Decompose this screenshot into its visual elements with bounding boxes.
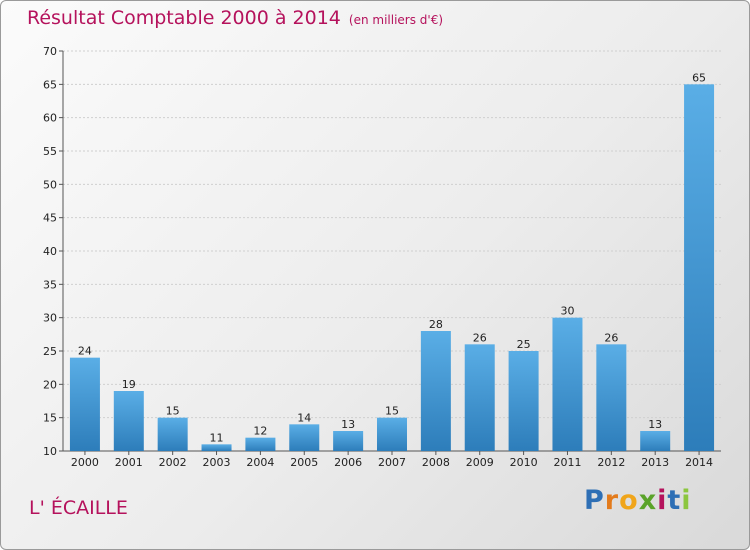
x-tick-label: 2001	[115, 456, 143, 469]
bar-value-label: 26	[473, 331, 487, 344]
x-tick-label: 2005	[290, 456, 318, 469]
x-tick-label: 2004	[246, 456, 274, 469]
y-tick-label: 60	[43, 112, 57, 125]
x-tick-label: 2010	[510, 456, 538, 469]
y-tick-label: 10	[43, 445, 57, 458]
bar-value-label: 15	[166, 405, 180, 418]
labels: 24 2000 19 2001 15 2002 11 2003 12 2004 14 2005 13 20…	[71, 71, 713, 469]
x-tick-label: 2006	[334, 456, 362, 469]
x-tick-label: 2011	[553, 456, 581, 469]
chart-title: Résultat Comptable 2000 à 2014 (en millie…	[27, 7, 443, 29]
bar	[420, 331, 451, 451]
bar-value-label: 25	[517, 338, 531, 351]
bar	[333, 431, 364, 451]
bar	[464, 344, 495, 451]
y-tick-label: 30	[43, 312, 57, 325]
y-tick-label: 25	[43, 345, 57, 358]
bar-value-label: 24	[78, 345, 92, 358]
y-tick-label: 50	[43, 178, 57, 191]
x-tick-label: 2009	[466, 456, 494, 469]
y-tick-label: 45	[43, 212, 57, 225]
bar	[113, 391, 144, 451]
bar-value-label: 19	[122, 378, 136, 391]
bar	[69, 357, 100, 451]
x-tick-label: 2008	[422, 456, 450, 469]
commune-name: L' ÉCAILLE	[29, 497, 128, 519]
logo-letter: P	[584, 485, 605, 516]
y-tick-label: 40	[43, 245, 57, 258]
bar	[596, 344, 627, 451]
chart-title-text: Résultat Comptable 2000 à 2014	[27, 7, 341, 29]
logo-letter: i	[681, 485, 692, 516]
x-tick-label: 2003	[203, 456, 231, 469]
bar-value-label: 26	[604, 331, 618, 344]
bar	[201, 444, 232, 451]
x-tick-label: 2000	[71, 456, 99, 469]
y-tick-label: 55	[43, 145, 57, 158]
bar	[640, 431, 671, 451]
chart-unit: (en milliers d'€)	[348, 13, 444, 27]
logo-letter: r	[604, 485, 620, 516]
bar	[508, 351, 539, 451]
x-tick-label: 2013	[641, 456, 669, 469]
bar-value-label: 13	[341, 418, 355, 431]
bar-value-label: 12	[253, 425, 267, 438]
logo-letter: x	[638, 485, 658, 516]
y-tick-label: 70	[43, 45, 57, 58]
bar-value-label: 13	[648, 418, 662, 431]
bar-value-label: 65	[692, 71, 706, 84]
bar-value-label: 30	[560, 305, 574, 318]
bar	[289, 424, 320, 451]
logo-letter: t	[667, 485, 682, 516]
bar	[552, 317, 583, 451]
bar-value-label: 14	[297, 411, 311, 424]
y-tick-label: 35	[43, 278, 57, 291]
x-tick-label: 2012	[597, 456, 625, 469]
y-tick-label: 15	[43, 412, 57, 425]
logo-letter: o	[619, 485, 639, 516]
y-tick-label: 20	[43, 378, 57, 391]
x-tick-label: 2014	[685, 456, 713, 469]
bar	[684, 84, 715, 451]
x-tick-label: 2007	[378, 456, 406, 469]
x-tick-label: 2002	[159, 456, 187, 469]
bar-value-label: 15	[385, 405, 399, 418]
logo-letter: i	[657, 485, 668, 516]
bar	[245, 437, 276, 451]
bar	[377, 417, 407, 451]
bars	[69, 84, 715, 451]
y-tick-label: 65	[43, 78, 57, 91]
bar-value-label: 11	[210, 431, 224, 444]
bar	[157, 417, 188, 451]
bar-value-label: 28	[429, 318, 443, 331]
proxiti-logo: Proxiti	[584, 485, 692, 516]
